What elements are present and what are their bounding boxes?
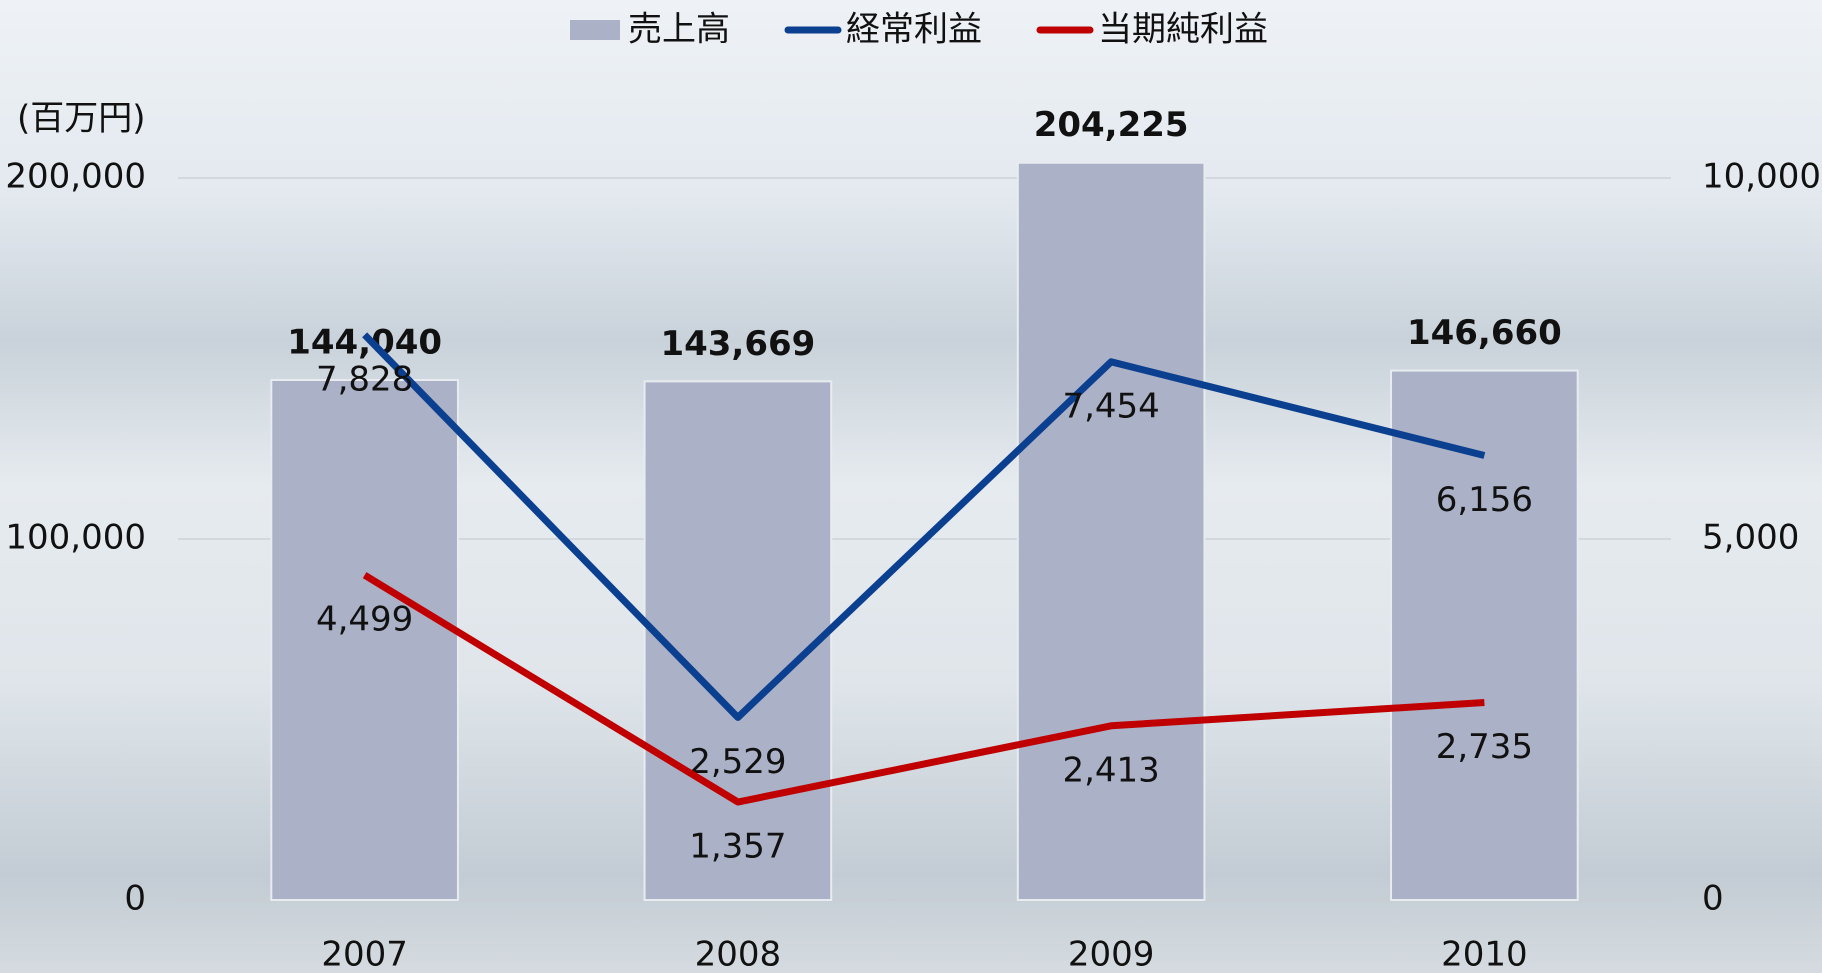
line-value-label: 7,454 — [1062, 386, 1159, 426]
bar-value-label: 204,225 — [1034, 105, 1189, 145]
bar-value-label: 144,040 — [287, 323, 442, 363]
x-tick-label: 2010 — [1441, 935, 1528, 973]
line-value-label: 1,357 — [689, 827, 786, 867]
bar-value-label: 143,669 — [660, 324, 815, 364]
line-value-label: 4,499 — [316, 600, 413, 640]
y-tick-label: 0 — [124, 879, 146, 919]
bar — [1016, 161, 1206, 902]
x-tick-label: 2007 — [321, 935, 408, 973]
y-axis-label: (百万円) — [17, 99, 146, 139]
bar — [1390, 369, 1579, 902]
y2-tick-label: 5,000 — [1702, 518, 1799, 558]
y-tick-label: 200,000 — [5, 157, 146, 197]
bar-value-label: 146,660 — [1407, 313, 1562, 353]
legend-label: 売上高 — [628, 10, 730, 50]
line — [362, 572, 1485, 806]
line-value-label: 6,156 — [1436, 480, 1533, 520]
legend-swatch — [570, 20, 620, 40]
line-value-label: 7,828 — [316, 359, 413, 399]
legend-label: 経常利益 — [846, 10, 982, 50]
bar — [270, 379, 459, 901]
line-value-label: 2,413 — [1062, 750, 1159, 790]
line — [362, 332, 1486, 721]
line-value-label: 2,735 — [1436, 727, 1533, 767]
x-tick-label: 2008 — [695, 935, 782, 973]
y2-tick-label: 0 — [1702, 879, 1724, 919]
x-tick-label: 2009 — [1068, 935, 1155, 973]
legend-label: 当期純利益 — [1098, 10, 1268, 50]
y-tick-label: 100,000 — [5, 518, 146, 558]
y2-tick-label: 10,000 — [1702, 157, 1821, 197]
line-value-label: 2,529 — [689, 742, 786, 782]
bar — [643, 380, 833, 901]
